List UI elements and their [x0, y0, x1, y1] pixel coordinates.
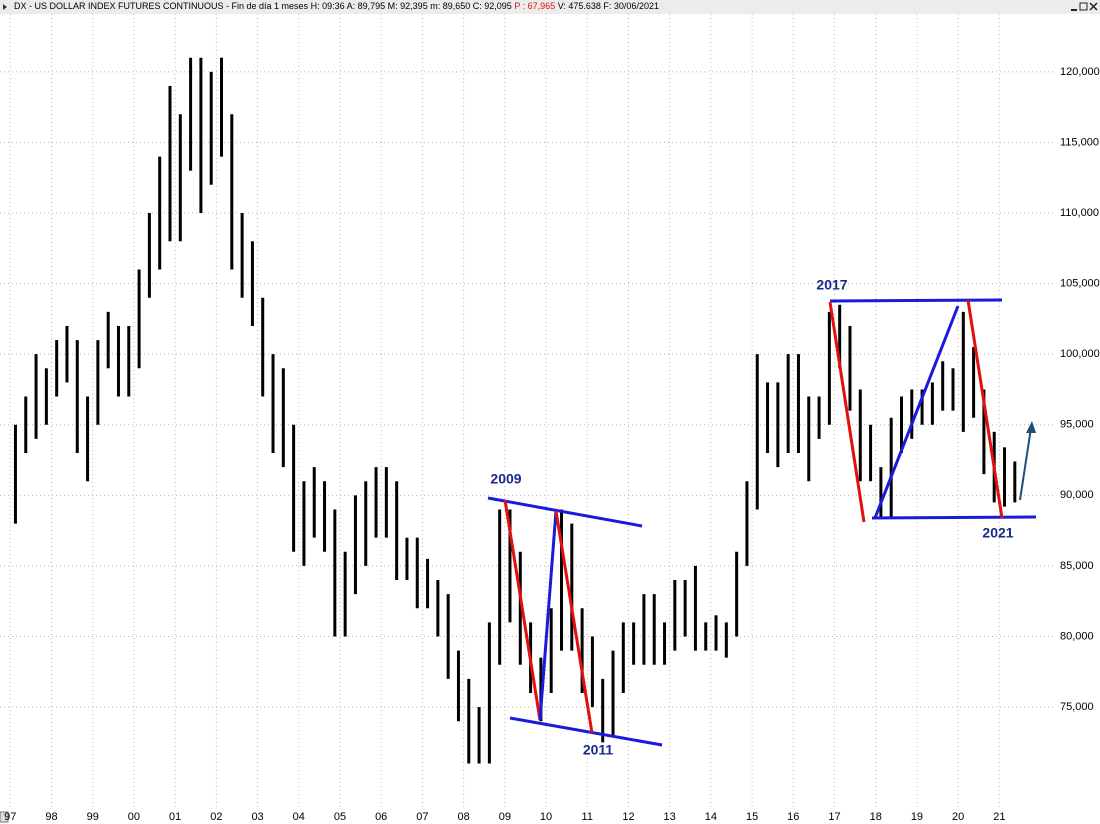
header-field: H: 09:36: [311, 1, 345, 11]
trend-line: [828, 301, 866, 523]
y-tick-label: 115,000: [1060, 136, 1099, 148]
arrow-head: [1026, 421, 1036, 433]
x-tick-label: 97: [4, 811, 16, 823]
close-button[interactable]: [1089, 2, 1098, 11]
maximize-button[interactable]: [1079, 2, 1088, 11]
x-tick-label: 00: [128, 811, 140, 823]
header-field: DX - US DOLLAR INDEX FUTURES CONTINUOUS …: [14, 1, 309, 11]
x-tick-label: 99: [87, 811, 99, 823]
x-tick-label: 08: [457, 811, 469, 823]
x-tick-label: 98: [45, 811, 57, 823]
y-tick-label: 95,000: [1060, 419, 1094, 431]
x-tick-label: 09: [499, 811, 511, 823]
minimize-button[interactable]: [1071, 9, 1077, 11]
x-tick-label: 11: [582, 811, 593, 823]
y-tick-label: 75,000: [1060, 701, 1094, 713]
trend-line: [509, 716, 663, 747]
y-tick-label: 85,000: [1060, 560, 1094, 572]
scroll-button[interactable]: [0, 811, 9, 823]
x-tick-label: 17: [828, 811, 840, 823]
x-tick-label: 20: [952, 811, 964, 823]
y-tick-label: 105,000: [1060, 278, 1100, 290]
x-tick-label: 18: [870, 811, 882, 823]
x-tick-label: 13: [664, 811, 676, 823]
trend-line: [503, 499, 542, 721]
x-tick-label: 05: [334, 811, 346, 823]
y-tick-label: 100,000: [1060, 348, 1100, 360]
header-field: M: 92,395: [388, 1, 428, 11]
arrow: [1019, 427, 1032, 501]
annotation: 2009: [490, 471, 521, 487]
trend-line: [871, 515, 1037, 520]
x-tick-label: 02: [210, 811, 222, 823]
x-tick-label: 19: [911, 811, 923, 823]
trend-line: [873, 305, 960, 519]
annotation: 2011: [583, 742, 614, 758]
grid: [0, 14, 1055, 808]
y-tick-label: 90,000: [1060, 489, 1094, 501]
header-text: DX - US DOLLAR INDEX FUTURES CONTINUOUS …: [14, 1, 659, 11]
x-tick-label: 21: [993, 811, 1005, 823]
header-field: P : 67,965: [514, 1, 555, 11]
x-tick-label: 15: [746, 811, 758, 823]
header-bar: [0, 0, 1100, 14]
x-tick-label: 12: [622, 811, 634, 823]
price-bars: [13, 57, 1017, 764]
x-tick-label: 14: [705, 811, 717, 823]
header-field: A: 89,795: [347, 1, 386, 11]
y-tick-label: 120,000: [1060, 66, 1100, 78]
trend-line: [829, 298, 1003, 303]
y-tick-label: 110,000: [1060, 207, 1099, 219]
x-tick-label: 01: [169, 811, 181, 823]
header-arrow: [3, 4, 7, 10]
x-tick-label: 10: [540, 811, 552, 823]
y-tick-label: 80,000: [1060, 630, 1094, 642]
x-tick-label: 16: [787, 811, 799, 823]
trend-line: [554, 510, 594, 734]
header-field: C: 92,095: [473, 1, 512, 11]
x-tick-label: 07: [416, 811, 428, 823]
header-field: V: 475.638: [558, 1, 601, 11]
trend-line: [538, 510, 558, 721]
trend-lines: [487, 298, 1037, 747]
header-field: F: 30/06/2021: [603, 1, 659, 11]
trend-line: [966, 299, 1004, 519]
x-tick-label: 06: [375, 811, 387, 823]
window-buttons[interactable]: [1071, 2, 1098, 11]
x-tick-label: 03: [251, 811, 263, 823]
trend-line: [487, 496, 643, 528]
annotation: 2017: [816, 277, 847, 293]
x-tick-label: 04: [293, 811, 305, 823]
header-field: m: 89,650: [430, 1, 470, 11]
annotation: 2021: [982, 525, 1013, 541]
